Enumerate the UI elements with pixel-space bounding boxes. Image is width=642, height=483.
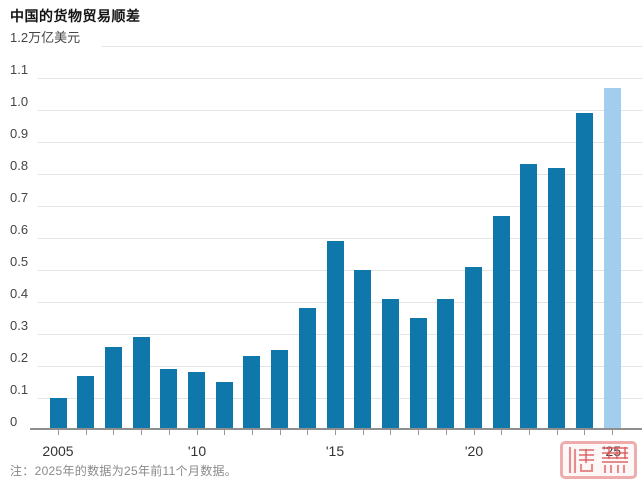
y-tick-label: 0.6 [10,222,29,237]
bar [271,350,288,428]
gridline [38,238,642,239]
y-tick-label: 0.4 [10,286,29,301]
bar [327,241,344,428]
bar [133,337,150,428]
axis-tick [557,430,558,435]
x-tick-label: '15 [325,443,345,459]
gridline [38,110,642,111]
y-tick-label: 0.3 [10,318,29,333]
bar [465,267,482,428]
gridline [38,142,642,143]
bar [216,382,233,428]
axis-tick [86,430,87,435]
x-tick-label: '20 [464,443,484,459]
x-axis-line [30,428,642,430]
gridline [102,46,642,47]
gridline [38,174,642,175]
axis-tick [307,430,308,435]
axis-tick [363,430,364,435]
axis-tick [501,430,502,435]
chart-title: 中国的货物贸易顺差 [10,8,141,24]
bar [105,347,122,428]
bar [243,356,260,428]
bar [493,216,510,428]
y-tick-label: 0.1 [10,382,29,397]
y-tick-label: 0.8 [10,158,29,173]
bar [160,369,177,428]
y-tick-label: 1.1 [10,62,29,77]
seal-stamp-icon [560,441,637,479]
axis-tick [113,430,114,435]
axis-tick [197,430,198,435]
axis-tick [252,430,253,435]
axis-tick [584,430,585,435]
y-tick-label: 0.5 [10,254,29,269]
gridline [38,78,642,79]
y-tick-label: 1.0 [10,94,29,109]
bar [77,376,94,428]
y-tick-label: 1.2万亿美元 [10,30,81,45]
axis-tick [390,430,391,435]
axis-tick [280,430,281,435]
axis-tick [58,430,59,435]
axis-tick [169,430,170,435]
bar [188,372,205,428]
y-tick-label: 0.9 [10,126,29,141]
gridline [38,206,642,207]
bar [576,113,593,428]
axis-tick [474,430,475,435]
axis-tick [224,430,225,435]
bar [299,308,316,428]
bar [520,164,537,428]
axis-tick [418,430,419,435]
y-tick-label: 0 [10,414,18,429]
bar [354,270,371,428]
x-tick-label: 2005 [42,443,74,459]
axis-tick [141,430,142,435]
bar [548,168,565,428]
bar-highlighted [604,88,621,428]
chart-footnote: 注：2025年的数据为25年前11个月数据。 [10,464,238,478]
bar [410,318,427,428]
seal-glyphs [568,446,628,474]
x-tick-label: '10 [187,443,207,459]
bar [437,299,454,428]
axis-tick [335,430,336,435]
axis-tick [446,430,447,435]
bar [382,299,399,428]
axis-tick [612,430,613,435]
bar [50,398,67,428]
y-tick-label: 0.2 [10,350,29,365]
axis-tick [529,430,530,435]
y-tick-label: 0.7 [10,190,29,205]
